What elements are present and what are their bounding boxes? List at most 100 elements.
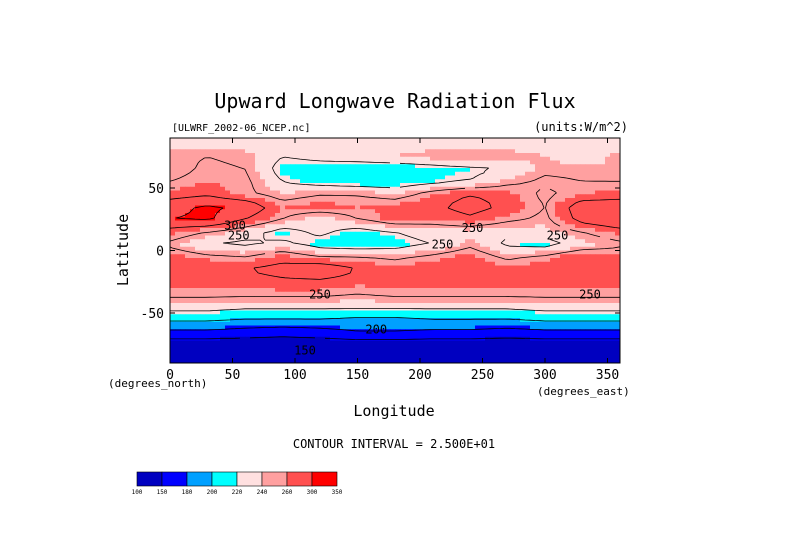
heatmap-cell bbox=[300, 295, 306, 300]
heatmap-cell bbox=[225, 344, 231, 349]
heatmap-cell bbox=[515, 138, 521, 143]
heatmap-cell bbox=[445, 175, 451, 180]
heatmap-cell bbox=[240, 321, 246, 326]
heatmap-cell bbox=[270, 224, 276, 229]
heatmap-cell bbox=[380, 318, 386, 323]
heatmap-cell bbox=[495, 190, 501, 195]
heatmap-cell bbox=[425, 186, 431, 191]
heatmap-cell bbox=[350, 261, 356, 266]
heatmap-cell bbox=[215, 160, 221, 165]
heatmap-cell bbox=[240, 344, 246, 349]
heatmap-cell bbox=[290, 198, 296, 203]
heatmap-cell bbox=[475, 179, 481, 184]
heatmap-cell bbox=[230, 194, 236, 199]
heatmap-cell bbox=[455, 145, 461, 150]
heatmap-cell bbox=[590, 141, 596, 146]
heatmap-cell bbox=[270, 205, 276, 210]
heatmap-cell bbox=[535, 156, 541, 161]
heatmap-cell bbox=[535, 288, 541, 293]
heatmap-cell bbox=[440, 280, 446, 285]
heatmap-cell bbox=[390, 190, 396, 195]
heatmap-cell bbox=[250, 254, 256, 259]
heatmap-cell bbox=[300, 265, 306, 270]
heatmap-cell bbox=[445, 299, 451, 304]
heatmap-cell bbox=[615, 325, 621, 330]
heatmap-cell bbox=[595, 273, 601, 278]
heatmap-cell bbox=[185, 190, 191, 195]
heatmap-cell bbox=[360, 344, 366, 349]
heatmap-cell bbox=[490, 269, 496, 274]
heatmap-cell bbox=[415, 250, 421, 255]
heatmap-cell bbox=[535, 198, 541, 203]
heatmap-cell bbox=[195, 179, 201, 184]
heatmap-cell bbox=[225, 325, 231, 330]
heatmap-cell bbox=[515, 340, 521, 345]
heatmap-cell bbox=[420, 183, 426, 188]
heatmap-cell bbox=[545, 333, 551, 338]
heatmap-cell bbox=[450, 258, 456, 263]
heatmap-cell bbox=[615, 168, 621, 173]
heatmap-cell bbox=[285, 254, 291, 259]
heatmap-cell bbox=[460, 220, 466, 225]
heatmap-cell bbox=[460, 261, 466, 266]
heatmap-cell bbox=[520, 153, 526, 158]
heatmap-cell bbox=[365, 209, 371, 214]
heatmap-cell bbox=[485, 153, 491, 158]
heatmap-cell bbox=[560, 235, 566, 240]
heatmap-cell bbox=[300, 250, 306, 255]
heatmap-cell bbox=[350, 325, 356, 330]
heatmap-cell bbox=[540, 209, 546, 214]
heatmap-cell bbox=[180, 183, 186, 188]
heatmap-cell bbox=[400, 190, 406, 195]
heatmap-cell bbox=[380, 303, 386, 308]
heatmap-cell bbox=[610, 329, 616, 334]
heatmap-cell bbox=[245, 295, 251, 300]
heatmap-cell bbox=[615, 333, 621, 338]
heatmap-cell bbox=[335, 269, 341, 274]
heatmap-cell bbox=[445, 329, 451, 334]
heatmap-cell bbox=[425, 209, 431, 214]
heatmap-cell bbox=[450, 153, 456, 158]
heatmap-cell bbox=[380, 265, 386, 270]
heatmap-cell bbox=[290, 145, 296, 150]
heatmap-cell bbox=[480, 254, 486, 259]
heatmap-cell bbox=[430, 149, 436, 154]
heatmap-cell bbox=[480, 295, 486, 300]
heatmap-cell bbox=[380, 258, 386, 263]
heatmap-cell bbox=[395, 280, 401, 285]
heatmap-cell bbox=[290, 228, 296, 233]
heatmap-cell bbox=[565, 333, 571, 338]
heatmap-cell bbox=[185, 198, 191, 203]
heatmap-cell bbox=[355, 329, 361, 334]
heatmap-cell bbox=[475, 160, 481, 165]
heatmap-cell bbox=[580, 303, 586, 308]
heatmap-cell bbox=[615, 213, 621, 218]
heatmap-cell bbox=[315, 246, 321, 251]
heatmap-cell bbox=[210, 153, 216, 158]
heatmap-cell bbox=[185, 284, 191, 289]
heatmap-cell bbox=[460, 258, 466, 263]
heatmap-cell bbox=[170, 321, 176, 326]
heatmap-cell bbox=[345, 216, 351, 221]
heatmap-cell bbox=[615, 198, 621, 203]
heatmap-cell bbox=[460, 239, 466, 244]
heatmap-cell bbox=[600, 299, 606, 304]
heatmap-cell bbox=[580, 216, 586, 221]
heatmap-cell bbox=[410, 228, 416, 233]
heatmap-cell bbox=[250, 190, 256, 195]
heatmap-cell bbox=[175, 156, 181, 161]
heatmap-cell bbox=[240, 276, 246, 281]
heatmap-cell bbox=[295, 235, 301, 240]
heatmap-cell bbox=[525, 295, 531, 300]
heatmap-cell bbox=[325, 153, 331, 158]
heatmap-cell bbox=[370, 141, 376, 146]
heatmap-cell bbox=[380, 201, 386, 206]
heatmap-cell bbox=[580, 291, 586, 296]
heatmap-cell bbox=[195, 183, 201, 188]
heatmap-cell bbox=[205, 228, 211, 233]
heatmap-cell bbox=[350, 243, 356, 248]
heatmap-cell bbox=[590, 243, 596, 248]
heatmap-cell bbox=[210, 340, 216, 345]
heatmap-cell bbox=[365, 141, 371, 146]
heatmap-cell bbox=[335, 171, 341, 176]
